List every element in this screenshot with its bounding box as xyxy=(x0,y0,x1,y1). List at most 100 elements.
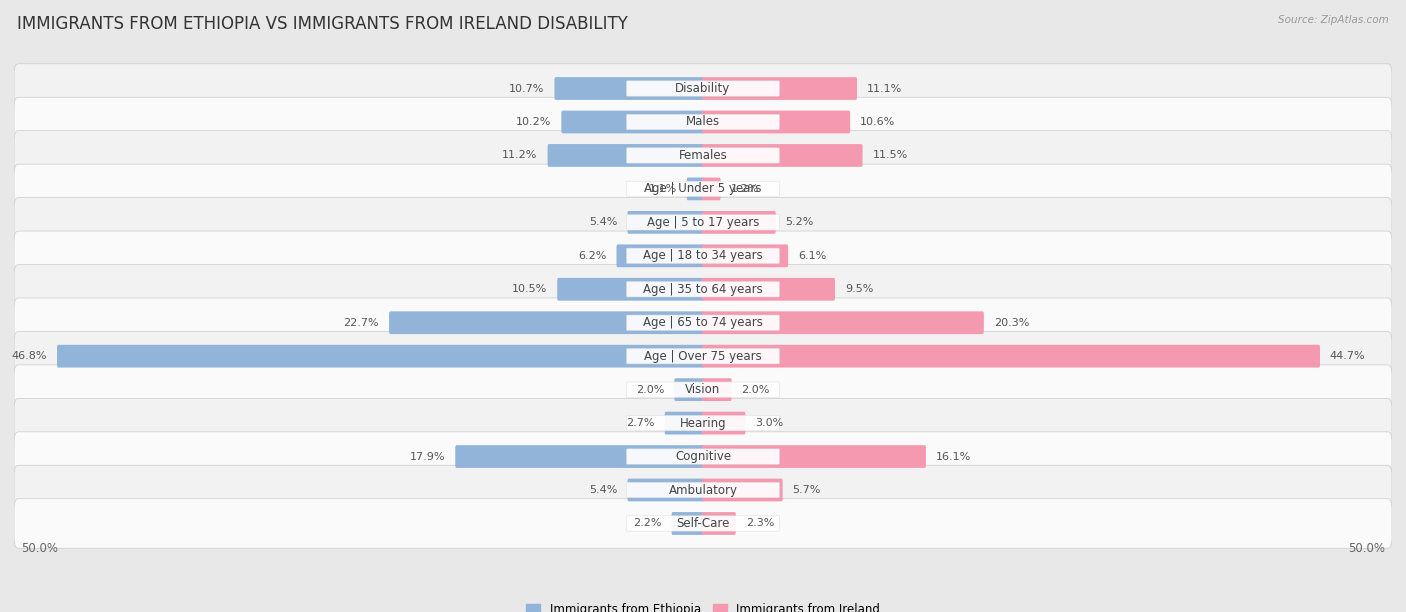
FancyBboxPatch shape xyxy=(627,348,779,364)
FancyBboxPatch shape xyxy=(627,114,779,130)
FancyBboxPatch shape xyxy=(627,482,779,498)
FancyBboxPatch shape xyxy=(14,131,1392,180)
Legend: Immigrants from Ethiopia, Immigrants from Ireland: Immigrants from Ethiopia, Immigrants fro… xyxy=(526,603,880,612)
FancyBboxPatch shape xyxy=(557,278,704,300)
FancyBboxPatch shape xyxy=(627,479,704,501)
FancyBboxPatch shape xyxy=(561,111,704,133)
FancyBboxPatch shape xyxy=(14,432,1392,481)
FancyBboxPatch shape xyxy=(627,215,779,230)
Text: 46.8%: 46.8% xyxy=(11,351,48,361)
FancyBboxPatch shape xyxy=(14,264,1392,314)
FancyBboxPatch shape xyxy=(627,248,779,264)
Text: Disability: Disability xyxy=(675,82,731,95)
FancyBboxPatch shape xyxy=(627,382,779,397)
FancyBboxPatch shape xyxy=(702,512,735,535)
Text: Ambulatory: Ambulatory xyxy=(668,483,738,496)
FancyBboxPatch shape xyxy=(675,378,704,401)
Text: Self-Care: Self-Care xyxy=(676,517,730,530)
FancyBboxPatch shape xyxy=(14,164,1392,214)
FancyBboxPatch shape xyxy=(14,298,1392,348)
Text: 1.2%: 1.2% xyxy=(731,184,759,194)
Text: 11.1%: 11.1% xyxy=(868,83,903,94)
FancyBboxPatch shape xyxy=(14,231,1392,280)
FancyBboxPatch shape xyxy=(702,378,731,401)
FancyBboxPatch shape xyxy=(389,312,704,334)
FancyBboxPatch shape xyxy=(627,516,779,531)
Text: 22.7%: 22.7% xyxy=(343,318,380,328)
Text: 2.3%: 2.3% xyxy=(745,518,775,529)
Text: 5.4%: 5.4% xyxy=(589,485,617,495)
Text: Hearing: Hearing xyxy=(679,417,727,430)
Text: 10.7%: 10.7% xyxy=(509,83,544,94)
Text: 10.2%: 10.2% xyxy=(516,117,551,127)
Text: 5.2%: 5.2% xyxy=(786,217,814,228)
FancyBboxPatch shape xyxy=(14,398,1392,448)
Text: 10.5%: 10.5% xyxy=(512,284,547,294)
Text: Males: Males xyxy=(686,116,720,129)
Text: 5.7%: 5.7% xyxy=(793,485,821,495)
Text: Cognitive: Cognitive xyxy=(675,450,731,463)
Text: 50.0%: 50.0% xyxy=(21,542,58,555)
FancyBboxPatch shape xyxy=(627,181,779,196)
FancyBboxPatch shape xyxy=(14,465,1392,515)
FancyBboxPatch shape xyxy=(627,315,779,330)
FancyBboxPatch shape xyxy=(616,244,704,267)
Text: 11.2%: 11.2% xyxy=(502,151,537,160)
FancyBboxPatch shape xyxy=(627,449,779,465)
Text: Age | 5 to 17 years: Age | 5 to 17 years xyxy=(647,216,759,229)
Text: 6.2%: 6.2% xyxy=(578,251,606,261)
FancyBboxPatch shape xyxy=(672,512,704,535)
FancyBboxPatch shape xyxy=(14,97,1392,147)
Text: 2.0%: 2.0% xyxy=(636,384,665,395)
Text: 2.2%: 2.2% xyxy=(633,518,662,529)
Text: 44.7%: 44.7% xyxy=(1330,351,1365,361)
Text: 16.1%: 16.1% xyxy=(936,452,972,461)
Text: Age | Over 75 years: Age | Over 75 years xyxy=(644,349,762,363)
FancyBboxPatch shape xyxy=(627,416,779,431)
Text: Age | 18 to 34 years: Age | 18 to 34 years xyxy=(643,249,763,263)
Text: 50.0%: 50.0% xyxy=(1348,542,1385,555)
FancyBboxPatch shape xyxy=(702,211,776,234)
FancyBboxPatch shape xyxy=(702,177,721,200)
FancyBboxPatch shape xyxy=(702,144,862,167)
FancyBboxPatch shape xyxy=(702,345,1320,368)
Text: 5.4%: 5.4% xyxy=(589,217,617,228)
Text: 6.1%: 6.1% xyxy=(799,251,827,261)
FancyBboxPatch shape xyxy=(702,312,984,334)
Text: 9.5%: 9.5% xyxy=(845,284,873,294)
Text: 11.5%: 11.5% xyxy=(873,151,908,160)
Text: Females: Females xyxy=(679,149,727,162)
FancyBboxPatch shape xyxy=(665,412,704,435)
Text: Source: ZipAtlas.com: Source: ZipAtlas.com xyxy=(1278,15,1389,25)
Text: 2.0%: 2.0% xyxy=(741,384,770,395)
FancyBboxPatch shape xyxy=(456,445,704,468)
FancyBboxPatch shape xyxy=(702,244,789,267)
FancyBboxPatch shape xyxy=(702,445,927,468)
Text: 3.0%: 3.0% xyxy=(755,418,783,428)
Text: IMMIGRANTS FROM ETHIOPIA VS IMMIGRANTS FROM IRELAND DISABILITY: IMMIGRANTS FROM ETHIOPIA VS IMMIGRANTS F… xyxy=(17,15,627,33)
FancyBboxPatch shape xyxy=(14,365,1392,414)
FancyBboxPatch shape xyxy=(547,144,704,167)
FancyBboxPatch shape xyxy=(14,499,1392,548)
Text: 20.3%: 20.3% xyxy=(994,318,1029,328)
FancyBboxPatch shape xyxy=(14,198,1392,247)
Text: Age | 65 to 74 years: Age | 65 to 74 years xyxy=(643,316,763,329)
FancyBboxPatch shape xyxy=(14,332,1392,381)
Text: 17.9%: 17.9% xyxy=(409,452,446,461)
Text: 10.6%: 10.6% xyxy=(860,117,896,127)
FancyBboxPatch shape xyxy=(686,177,704,200)
FancyBboxPatch shape xyxy=(702,111,851,133)
FancyBboxPatch shape xyxy=(554,77,704,100)
FancyBboxPatch shape xyxy=(627,147,779,163)
FancyBboxPatch shape xyxy=(627,282,779,297)
FancyBboxPatch shape xyxy=(14,64,1392,113)
FancyBboxPatch shape xyxy=(702,479,783,501)
FancyBboxPatch shape xyxy=(702,77,858,100)
Text: Age | Under 5 years: Age | Under 5 years xyxy=(644,182,762,195)
FancyBboxPatch shape xyxy=(702,278,835,300)
Text: 1.1%: 1.1% xyxy=(648,184,676,194)
FancyBboxPatch shape xyxy=(627,211,704,234)
Text: 2.7%: 2.7% xyxy=(626,418,655,428)
FancyBboxPatch shape xyxy=(702,412,745,435)
Text: Vision: Vision xyxy=(685,383,721,396)
